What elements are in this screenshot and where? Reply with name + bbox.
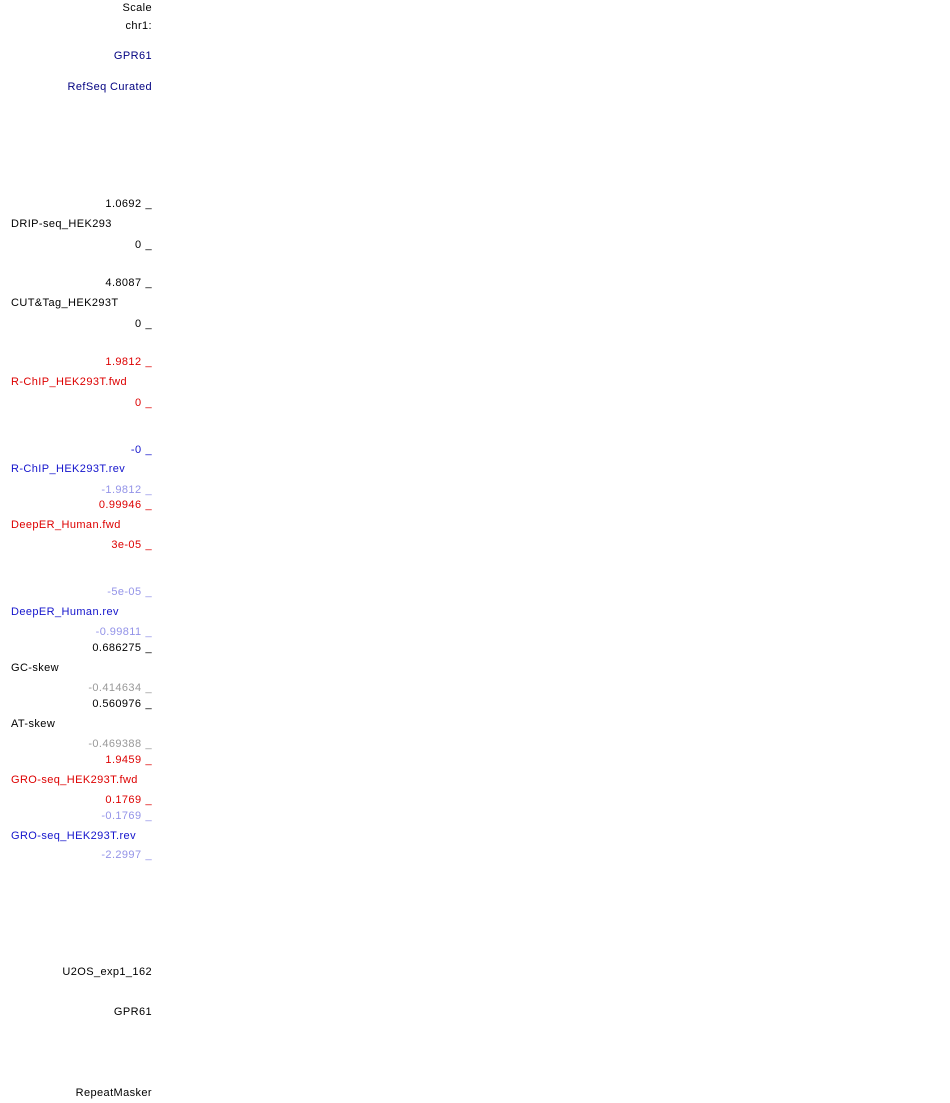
track-label-cut-tag[interactable]: CUT&Tag_HEK293T [11, 297, 119, 309]
axis-tick: _ [145, 356, 152, 368]
axis-min-gro-seq-rev: -2.2997 _ [101, 849, 152, 861]
axis-max-gro-seq-rev: -0.1769 _ [101, 810, 152, 822]
scale-label: Scale [122, 2, 152, 14]
axis-tick: _ [145, 499, 152, 511]
axis-min-rchip-fwd: 0 _ [134, 397, 152, 409]
axis-max-at-skew: 0.560976 _ [92, 698, 152, 710]
axis-tick: _ [145, 682, 152, 694]
axis-tick: _ [145, 484, 152, 496]
axis-max-rchip-rev: -0 _ [130, 444, 152, 456]
axis-min-gc-skew: -0.414634 _ [88, 682, 152, 694]
axis-max-deeper-rev: -5e-05 _ [107, 586, 152, 598]
axis-tick: _ [145, 698, 152, 710]
axis-min-drip-seq: 0 _ [134, 239, 152, 251]
axis-min-cut-tag: 0 _ [134, 318, 152, 330]
axis-max-cut-tag: 4.8087 _ [105, 277, 152, 289]
axis-min-deeper-rev: -0.99811 _ [95, 626, 152, 638]
axis-tick: _ [145, 239, 152, 251]
axis-tick: _ [145, 198, 152, 210]
gene-item-label-gpr61[interactable]: GPR61 [113, 50, 152, 62]
axis-tick: _ [145, 318, 152, 330]
axis-tick: _ [145, 626, 152, 638]
gene-item-label-gpr61-bottom[interactable]: GPR61 [113, 1006, 152, 1018]
axis-tick: _ [145, 277, 152, 289]
track-label-repeatmasker[interactable]: RepeatMasker [75, 1087, 152, 1099]
axis-max-deeper-fwd: 0.99946 _ [98, 499, 152, 511]
track-label-drip-seq[interactable]: DRIP-seq_HEK293 [11, 218, 112, 230]
axis-min-at-skew: -0.469388 _ [88, 738, 152, 750]
axis-min-rchip-rev: -1.9812 _ [101, 484, 152, 496]
axis-tick: _ [145, 754, 152, 766]
track-label-rchip-rev[interactable]: R-ChIP_HEK293T.rev [11, 463, 126, 475]
axis-tick: _ [145, 642, 152, 654]
axis-tick: _ [145, 738, 152, 750]
axis-max-gc-skew: 0.686275 _ [92, 642, 152, 654]
axis-max-rchip-fwd: 1.9812 _ [105, 356, 152, 368]
axis-min-gro-seq-fwd: 0.1769 _ [105, 794, 152, 806]
track-label-at-skew[interactable]: AT-skew [11, 718, 56, 730]
track-label-rchip-fwd[interactable]: R-ChIP_HEK293T.fwd [11, 376, 128, 388]
axis-tick: _ [145, 539, 152, 551]
track-label-gro-seq-rev[interactable]: GRO-seq_HEK293T.rev [11, 830, 136, 842]
track-canvas[interactable] [155, 0, 950, 1103]
track-label-refseq-curated[interactable]: RefSeq Curated [67, 81, 152, 93]
axis-tick: _ [145, 794, 152, 806]
axis-tick: _ [145, 810, 152, 822]
track-label-deeper-fwd[interactable]: DeepER_Human.fwd [11, 519, 121, 531]
track-label-gro-seq-fwd[interactable]: GRO-seq_HEK293T.fwd [11, 774, 138, 786]
axis-tick: _ [145, 397, 152, 409]
track-label-deeper-rev[interactable]: DeepER_Human.rev [11, 606, 119, 618]
track-label-u2os[interactable]: U2OS_exp1_162 [62, 966, 152, 978]
chrom-label: chr1: [125, 20, 152, 32]
axis-max-gro-seq-fwd: 1.9459 _ [105, 754, 152, 766]
axis-tick: _ [145, 444, 152, 456]
axis-tick: _ [145, 586, 152, 598]
axis-min-deeper-fwd: 3e-05 _ [111, 539, 152, 551]
track-label-gc-skew[interactable]: GC-skew [11, 662, 60, 674]
axis-tick: _ [145, 849, 152, 861]
axis-max-drip-seq: 1.0692 _ [105, 198, 152, 210]
